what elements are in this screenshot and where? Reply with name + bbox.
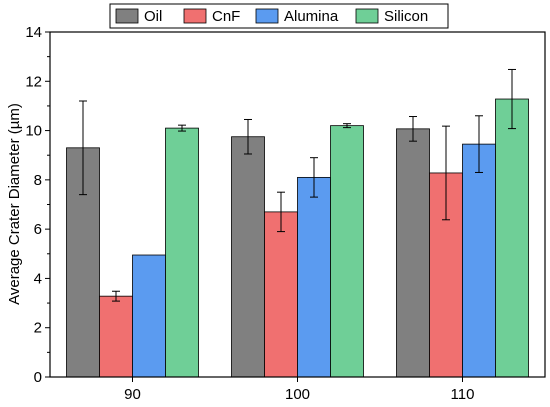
x-tick-label: 90 [124,386,141,403]
legend-swatch-oil [115,8,139,24]
legend-label-oil: Oil [144,8,162,25]
bar-cnf-90 [99,295,133,378]
legend-box [109,3,449,29]
legend-swatch-cnf [183,8,207,24]
y-tick-label: 2 [34,320,42,337]
legend-swatch-alumina [255,8,279,24]
y-tick-label: 4 [34,270,42,287]
bar-alumina-100 [297,176,331,378]
legend: Oil CnF Alumina Silicon [109,3,449,29]
x-tick-label: 100 [285,386,310,403]
bar-alumina-110 [462,143,496,378]
legend-label-cnf: CnF [212,8,240,25]
plot-area: 0 2 4 6 8 10 12 14 90 100 110 [25,24,546,403]
y-axis-title: Average Crater Diameter (µm) [6,103,23,305]
bar-alumina-90 [132,254,166,378]
legend-swatch-silicon [355,8,379,24]
bar-silicon-100 [330,125,364,378]
bar-silicon-90 [165,127,199,378]
y-tick-label: 10 [25,123,42,140]
bar-oil-110 [396,128,430,378]
y-tick-label: 8 [34,172,42,189]
y-tick-label: 12 [25,73,42,90]
legend-label-alumina: Alumina [284,8,339,25]
y-tick-label: 0 [34,369,42,386]
y-tick-label: 14 [25,24,42,41]
y-tick-label: 6 [34,221,42,238]
legend-label-silicon: Silicon [384,8,428,25]
x-tick-label: 110 [451,386,475,403]
bar-cnf-100 [264,211,298,378]
bar-silicon-110 [495,98,529,378]
bar-oil-100 [231,136,265,378]
